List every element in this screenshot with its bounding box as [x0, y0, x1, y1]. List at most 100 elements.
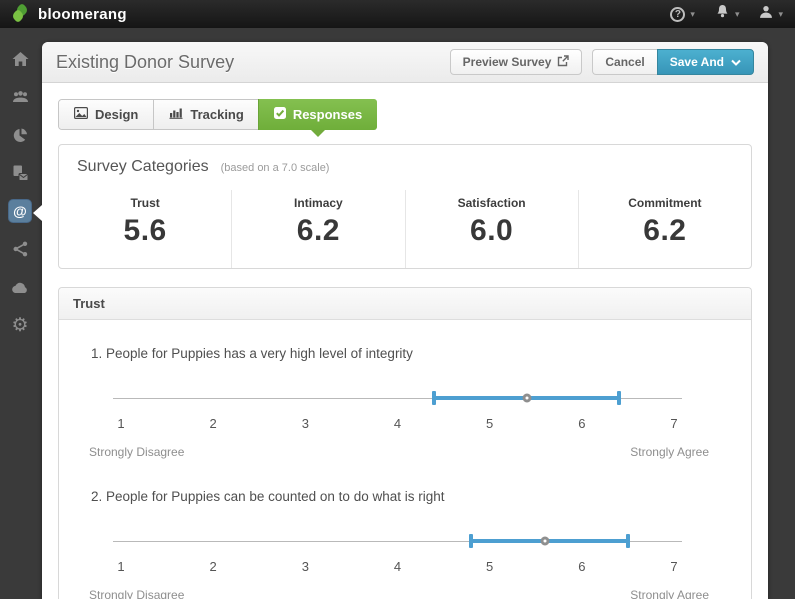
category-score: 6.2 — [643, 214, 687, 247]
bell-icon — [715, 4, 730, 24]
category-scores: Trust 5.6 Intimacy 6.2 Satisfaction 6.0 … — [59, 182, 751, 268]
topbar: bloomerang ? ▾ ▾ ▾ — [0, 0, 795, 28]
tab-design-label: Design — [95, 107, 139, 122]
preview-survey-button[interactable]: Preview Survey — [449, 49, 583, 75]
mean-handle — [540, 536, 550, 546]
scale-tick: 6 — [578, 416, 586, 431]
slider-track — [113, 541, 682, 542]
category-label: Satisfaction — [457, 196, 526, 210]
slider-range — [471, 539, 628, 543]
range-low-cap — [469, 534, 474, 548]
category-score: 5.6 — [123, 214, 167, 247]
category-score: 6.2 — [296, 214, 340, 247]
scale-tick: 7 — [670, 559, 678, 574]
scale-tick: 2 — [209, 559, 217, 574]
tab-bar: Design Tracking Responses — [42, 83, 768, 137]
scale-tick: 6 — [578, 559, 586, 574]
home-icon — [11, 50, 30, 68]
help-icon: ? — [670, 6, 686, 22]
sidebar-item-settings[interactable]: ⚙ — [9, 314, 31, 336]
response-slider: 1 2 3 4 5 6 7 — [113, 391, 682, 435]
survey-question: 2. People for Puppies can be counted on … — [59, 463, 751, 599]
help-menu[interactable]: ? ▾ — [670, 6, 695, 22]
category-label: Commitment — [628, 196, 702, 210]
scale-right-label: Strongly Agree — [630, 445, 709, 459]
sidebar-item-share[interactable] — [9, 238, 31, 260]
page-title: Existing Donor Survey — [56, 51, 235, 72]
sidebar-nav: @ ⚙ — [0, 28, 40, 599]
scale-tick: 4 — [393, 416, 402, 431]
mean-handle — [522, 393, 532, 403]
scale-left-label: Strongly Disagree — [89, 445, 185, 459]
response-slider: 1 2 3 4 5 6 7 — [113, 534, 682, 578]
bloomerang-logo[interactable]: bloomerang — [10, 2, 127, 24]
bloomerang-logo-icon — [10, 2, 30, 24]
scale-tick: 3 — [301, 416, 309, 431]
question-text: 1. People for Puppies has a very high le… — [91, 346, 413, 361]
survey-categories-title: Survey Categories — [77, 158, 209, 175]
range-high-cap — [625, 534, 630, 548]
category-label: Intimacy — [294, 196, 343, 210]
category-cell: Trust 5.6 — [59, 190, 231, 268]
external-link-icon — [557, 54, 570, 70]
image-icon — [74, 107, 89, 122]
category-label: Trust — [130, 196, 160, 210]
slider-track — [113, 398, 682, 399]
cancel-button[interactable]: Cancel — [592, 49, 657, 75]
sidebar-item-reports[interactable] — [9, 124, 31, 146]
scale-tick: 1 — [117, 416, 125, 431]
scale-tick: 5 — [486, 416, 494, 431]
sidebar-item-email[interactable]: @ — [9, 200, 31, 222]
caret-down-icon: ▾ — [734, 8, 740, 19]
preview-survey-label: Preview Survey — [462, 55, 552, 69]
sidebar-item-home[interactable] — [9, 48, 31, 70]
documents-icon — [11, 164, 30, 182]
sidebar-item-constituents[interactable] — [9, 86, 31, 108]
range-high-cap — [616, 391, 621, 405]
caret-down-icon: ▾ — [690, 8, 695, 19]
brand-name: bloomerang — [38, 5, 127, 23]
share-icon — [11, 240, 30, 258]
category-cell: Intimacy 6.2 — [231, 190, 404, 268]
category-cell: Commitment 6.2 — [577, 190, 751, 268]
bar-chart-icon — [169, 107, 183, 122]
pie-chart-icon — [11, 126, 30, 144]
sidebar-item-letters[interactable] — [9, 162, 31, 184]
save-and-label: Save And — [669, 55, 724, 69]
gear-icon: ⚙ — [11, 314, 29, 336]
category-score: 6.0 — [470, 214, 514, 247]
notifications-menu[interactable]: ▾ — [715, 4, 740, 24]
page-header: Existing Donor Survey Preview Survey Can… — [42, 42, 768, 83]
scale-right-label: Strongly Agree — [630, 588, 709, 599]
question-text: 2. People for Puppies can be counted on … — [91, 489, 445, 504]
tab-responses-label: Responses — [292, 107, 363, 122]
at-sign-icon: @ — [13, 203, 27, 219]
sidebar-item-cloud[interactable] — [9, 276, 31, 298]
slider-frame: 1 2 3 4 5 6 7 — [117, 391, 678, 431]
account-menu[interactable]: ▾ — [759, 5, 783, 24]
scale-tick: 5 — [486, 559, 494, 574]
survey-categories-panel: Survey Categories (based on a 7.0 scale)… — [58, 144, 752, 269]
range-low-cap — [432, 391, 437, 405]
trust-section: Trust 1. People for Puppies has a very h… — [58, 287, 752, 599]
questions-list: 1. People for Puppies has a very high le… — [59, 320, 751, 599]
tab-design[interactable]: Design — [59, 100, 154, 129]
survey-question: 1. People for Puppies has a very high le… — [59, 320, 751, 463]
tab-tracking-label: Tracking — [190, 107, 244, 122]
tab-tracking[interactable]: Tracking — [153, 100, 259, 129]
scale-tick: 3 — [301, 559, 309, 574]
scale-tick: 7 — [670, 416, 678, 431]
cloud-icon — [10, 278, 30, 296]
slider-frame: 1 2 3 4 5 6 7 — [117, 534, 678, 574]
save-and-button[interactable]: Save And — [656, 49, 754, 75]
chevron-down-icon — [731, 55, 741, 69]
scale-tick: 4 — [393, 559, 402, 574]
checkbox-check-icon — [273, 107, 286, 122]
survey-categories-subtitle: (based on a 7.0 scale) — [220, 162, 330, 174]
trust-section-title: Trust — [59, 288, 751, 320]
people-icon — [11, 88, 30, 106]
scale-tick: 2 — [209, 416, 217, 431]
tab-responses[interactable]: Responses — [257, 99, 378, 137]
user-icon — [759, 5, 773, 24]
scale-left-label: Strongly Disagree — [89, 588, 185, 599]
